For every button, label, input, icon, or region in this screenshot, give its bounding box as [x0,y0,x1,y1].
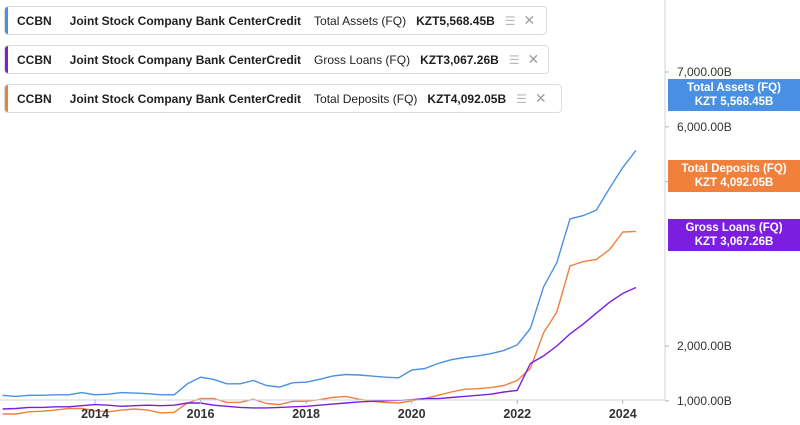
legend-ticker: CCBN [17,91,52,106]
legend-metric: Total Deposits (FQ) [314,91,418,106]
close-icon[interactable]: ✕ [523,12,536,28]
legend-metric: Total Assets (FQ) [314,13,407,28]
legend-company-name: Joint Stock Company Bank CenterCredit [69,52,302,67]
series-line-total-assets [2,149,637,398]
close-icon[interactable]: ✕ [534,90,547,106]
price-label-gross-loans: Gross Loans (FQ) KZT 3,067.26B [668,219,800,251]
y-tick-label: 1,000.00B [677,394,732,408]
x-tick-label: 2014 [81,407,109,421]
legend-ticker: CCBN [17,13,52,28]
x-tick-label: 2018 [292,407,320,421]
price-label-metric: Total Assets (FQ) [687,82,781,94]
price-label-value: KZT 4,092.05B [694,177,774,189]
legend-item-total-deposits[interactable]: CCBN Joint Stock Company Bank CenterCred… [4,84,562,113]
price-label-value: KZT 5,568.45B [694,96,774,108]
y-tick-label: 7,000.00B [677,65,732,79]
close-icon[interactable]: ✕ [527,51,540,67]
legend-company-name: Joint Stock Company Bank CenterCredit [69,91,302,106]
series-line-gross-loans [2,286,637,410]
price-label-value: KZT 3,067.26B [694,236,774,248]
x-axis-ticks: 2014 2016 2018 2020 2022 2024 [81,400,637,421]
y-tick-label: 6,000.00B [677,120,732,134]
legend-color-swatch [5,7,8,34]
price-label-total-assets: Total Assets (FQ) KZT 5,568.45B [668,79,800,111]
x-tick-label: 2022 [503,407,531,421]
legend-item-total-assets[interactable]: CCBN Joint Stock Company Bank CenterCred… [4,6,547,35]
x-tick-label: 2024 [609,407,637,421]
legend-item-gross-loans[interactable]: CCBN Joint Stock Company Bank CenterCred… [4,45,549,74]
price-label-metric: Gross Loans (FQ) [685,222,783,234]
legend-ticker: CCBN [17,52,52,67]
legend-color-swatch [5,46,8,73]
layers-icon[interactable]: ☰ [508,52,520,67]
legend-company-name: Joint Stock Company Bank CenterCredit [69,13,302,28]
legend-color-swatch [5,85,8,112]
legend-value: KZT4,092.05B [427,91,507,106]
layers-icon[interactable]: ☰ [504,13,516,28]
x-tick-label: 2016 [187,407,215,421]
legend-value: KZT5,568.45B [416,13,495,28]
price-label-metric: Total Deposits (FQ) [681,163,787,175]
layers-icon[interactable]: ☰ [516,91,527,106]
legend-value: KZT3,067.26B [420,52,499,67]
x-tick-label: 2020 [398,407,426,421]
series-line-total-deposits [2,230,637,415]
price-label-total-deposits: Total Deposits (FQ) KZT 4,092.05B [668,160,800,192]
y-tick-label: 2,000.00B [677,339,732,353]
legend-metric: Gross Loans (FQ) [314,52,411,67]
plot-lines [2,149,637,415]
